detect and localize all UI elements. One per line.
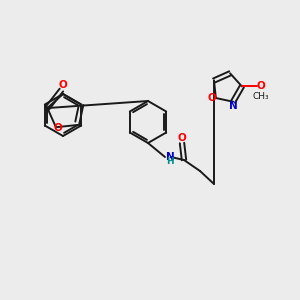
Text: O: O: [178, 133, 186, 143]
Text: O: O: [208, 93, 216, 103]
Text: O: O: [58, 80, 67, 90]
Text: N: N: [166, 152, 175, 162]
Text: H: H: [166, 158, 174, 166]
Text: O: O: [54, 123, 62, 133]
Text: N: N: [229, 101, 238, 111]
Text: O: O: [256, 81, 265, 92]
Text: CH₃: CH₃: [253, 92, 269, 101]
